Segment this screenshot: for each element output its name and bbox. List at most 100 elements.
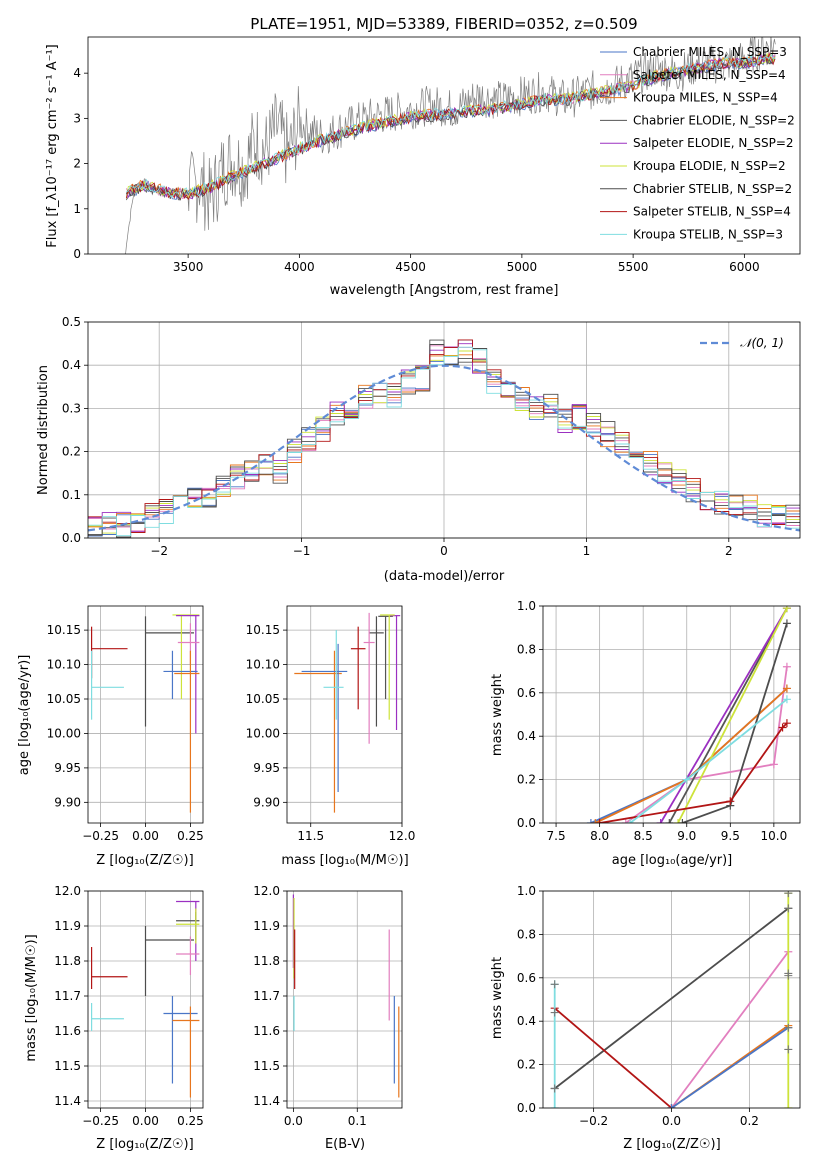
spectrum-panel: 3500 4000 4500 5000 5500 6000 0 1 2 3 4 Chabrier MI…	[73, 36, 801, 274]
histogram-salpeter_stelib	[88, 339, 800, 533]
weight-marker-salpeter_miles	[769, 760, 778, 769]
legend-label-salpeter_miles: Salpeter MILES, N_SSP=4	[633, 68, 786, 82]
weight-marker-chabrier_miles	[586, 819, 595, 823]
model-spectrum-chabrier_stelib	[125, 53, 776, 201]
y-tick-label: 11.5	[54, 1059, 81, 1073]
plot-area	[90, 614, 200, 813]
y-tick-label: 11.8	[253, 954, 280, 968]
y-tick-label: 10.00	[47, 726, 81, 740]
weight-marker-kroupa_elodie	[782, 606, 791, 613]
histogram-kroupa_stelib	[88, 346, 800, 537]
x-tick-label: 2	[725, 544, 733, 558]
x-tick-label: −0.25	[82, 1114, 119, 1128]
y-tick-label: 11.7	[54, 989, 81, 1003]
spectrum-xlabel: wavelength [Angstrom, rest frame]	[330, 283, 559, 298]
y-tick-label: 0.2	[62, 445, 81, 459]
y-tick-label: 10.00	[246, 726, 280, 740]
y-tick-label: 9.95	[54, 761, 81, 775]
legend-label-chabrier_miles: Chabrier MILES, N_SSP=3	[633, 45, 787, 59]
axes-frame	[286, 605, 403, 824]
y-tick-label: 10.15	[47, 623, 81, 637]
plot-area	[88, 339, 800, 538]
weight-line-kroupa_elodie	[677, 607, 788, 823]
y-tick-label: 11.4	[54, 1094, 81, 1108]
mwZ-ylabel: mass weight	[490, 957, 505, 1039]
weight-marker-chabrier_miles	[667, 1104, 676, 1108]
y-tick-label: 11.8	[54, 954, 81, 968]
plot-area	[294, 612, 401, 813]
weight-line-salpeter_miles	[670, 951, 790, 1108]
weight-marker-kroupa_stelib	[682, 775, 691, 784]
y-tick-label: 10.05	[47, 692, 81, 706]
x-tick-label: 5500	[618, 260, 649, 274]
y-tick-label: 0.6	[517, 971, 536, 985]
y-tick-label: 11.9	[253, 919, 280, 933]
y-tick-label: 1	[73, 202, 81, 216]
spectrum-title: PLATE=1951, MJD=53389, FIBERID=0352, z=0…	[250, 15, 637, 33]
mass-vs-metallicity-panel: −0.25 0.00 0.25 11.4 11.5 11.6 11.7 11.8 11.9 12.…	[54, 884, 204, 1128]
weight-line-salpeter_miles	[625, 666, 788, 823]
y-tick-label: 12.0	[54, 884, 81, 898]
y-tick-label: 9.90	[54, 795, 81, 809]
plot-area	[292, 894, 400, 1098]
weight-extra-marker	[550, 1008, 559, 1017]
weight-extra-marker	[550, 1084, 559, 1093]
weight-extra-marker	[784, 1045, 793, 1054]
axes-frame	[87, 890, 204, 1109]
weight-marker-kroupa_elodie	[674, 819, 683, 823]
ageZ-ylabel: age [log₁₀(age/yr)]	[17, 655, 32, 776]
y-tick-label: 0.6	[517, 686, 536, 700]
x-tick-label: 10.0	[761, 829, 788, 843]
weight-marker-salpeter_stelib	[778, 723, 787, 732]
weight-marker-kroupa_miles	[591, 819, 600, 823]
y-tick-label: 9.95	[253, 761, 280, 775]
y-tick-label: 12.0	[253, 884, 280, 898]
mass-weight-vs-age-panel: 7.5 8.0 8.5 9.0 9.5 10.0 0.0 0.2 0.4 0.6 0.8 1.0	[517, 599, 801, 843]
y-tick-label: 9.90	[253, 795, 280, 809]
y-tick-label: 0.3	[62, 401, 81, 415]
legend-label-chabrier_elodie: Chabrier ELODIE, N_SSP=2	[633, 113, 795, 127]
y-tick-label: 0.4	[517, 729, 536, 743]
weight-marker-salpeter_miles	[621, 819, 630, 823]
weight-marker-kroupa_miles	[782, 684, 791, 693]
mwAge-xlabel: age [log₁₀(age/yr)]	[612, 853, 733, 868]
age-vs-metallicity-panel: −0.25 0.00 0.25 9.90 9.95 10.00 10.05 10.10 10.1…	[47, 605, 204, 843]
x-tick-label: 0.2	[740, 1114, 759, 1128]
weight-extra-marker	[784, 1023, 793, 1032]
residuals-ylabel: Normed distribution	[36, 365, 51, 495]
mass-vs-ebv-panel: 0.0 0.1 11.4 11.5 11.6 11.7 11.8 11.9 12.0	[253, 884, 403, 1128]
weight-marker-kroupa_stelib	[550, 1104, 559, 1108]
model-spectrum-salpeter_stelib	[125, 51, 776, 201]
weight-extra-marker	[784, 904, 793, 913]
massZ-ylabel: mass [log₁₀(M/M☉)]	[24, 934, 39, 1061]
x-tick-label: 9.0	[677, 829, 696, 843]
weight-line-salpeter_elodie	[659, 607, 788, 823]
axes-frame	[286, 890, 403, 1109]
x-tick-label: 12.0	[389, 829, 416, 843]
residuals-panel: −2 −1 0 1 2 0.0 0.1 0.2 0.3 0.4 0.5 𝒩(0, 1)	[62, 315, 801, 558]
x-tick-label: 0.0	[662, 1114, 681, 1128]
axes-frame	[542, 890, 801, 1109]
normal-curve	[88, 364, 800, 532]
residuals-xlabel: (data-model)/error	[384, 569, 505, 584]
model-spectrum-kroupa_stelib	[126, 53, 776, 199]
y-tick-label: 10.10	[246, 658, 280, 672]
x-tick-label: 6000	[729, 260, 760, 274]
plot-area	[586, 606, 791, 823]
y-tick-label: 11.9	[54, 919, 81, 933]
y-tick-label: 10.05	[246, 692, 280, 706]
y-tick-label: 3	[73, 111, 81, 125]
weight-marker-salpeter_miles	[782, 662, 791, 671]
x-tick-label: 0.25	[177, 1114, 204, 1128]
y-tick-label: 0.0	[517, 816, 536, 830]
x-tick-label: 4000	[284, 260, 315, 274]
weight-line-chabrier_miles	[670, 1026, 789, 1108]
x-tick-label: 9.5	[721, 829, 740, 843]
legend-label-kroupa_miles: Kroupa MILES, N_SSP=4	[633, 91, 778, 105]
plot-area	[124, 37, 776, 254]
plot-area	[90, 900, 200, 1098]
weight-marker-kroupa_stelib	[626, 819, 635, 823]
massZ-xlabel: Z [log₁₀(Z/Z☉)]	[96, 1137, 193, 1152]
weight-extra-marker	[550, 980, 559, 989]
